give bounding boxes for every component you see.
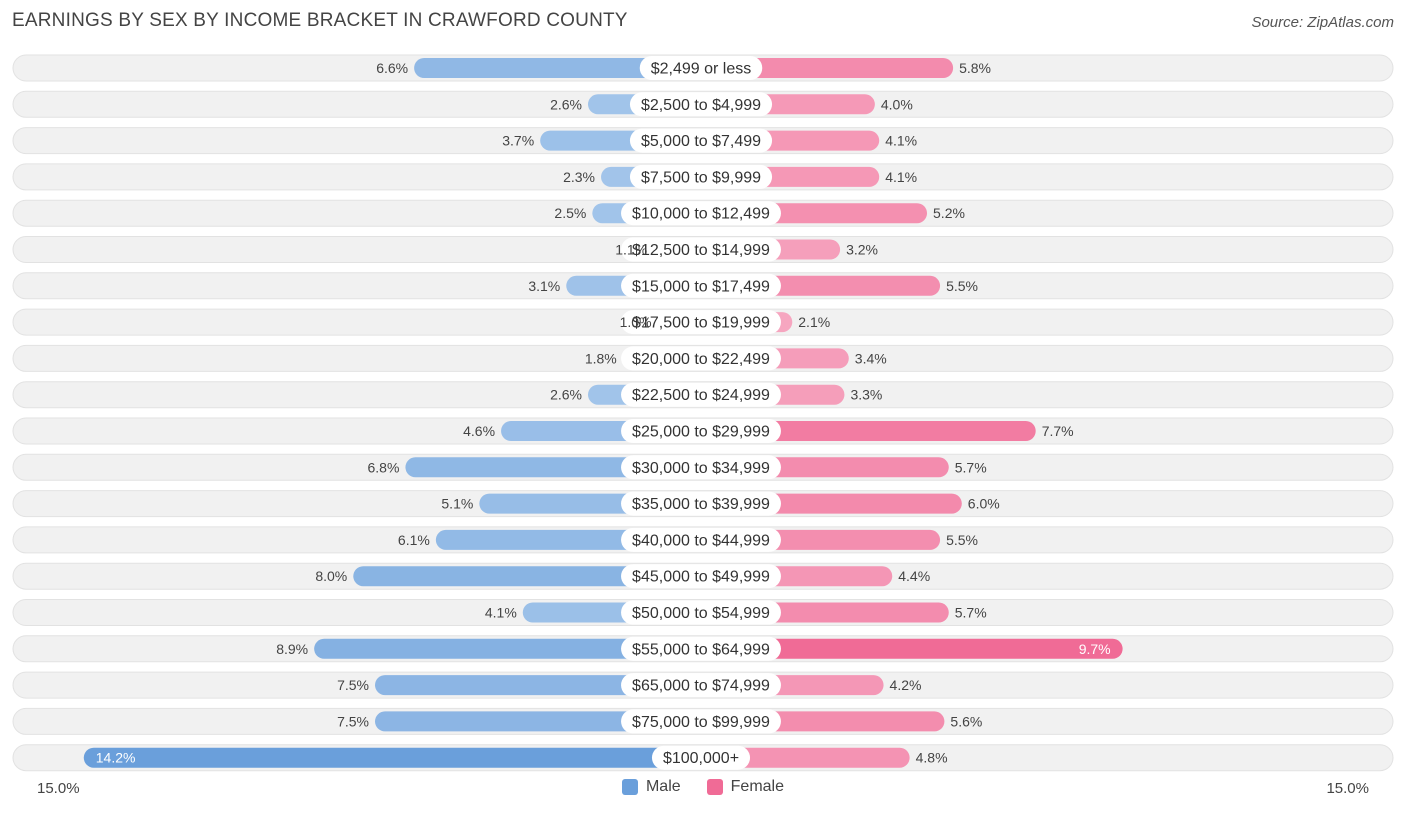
male-value-label: 4.6% [463,423,495,439]
male-value-label: 3.1% [528,278,560,294]
category-label-pill [621,636,781,661]
male-bar [353,566,711,587]
legend-item-male[interactable]: Male [621,778,681,796]
category-label-pill [629,164,773,189]
category-label: $65,000 to $74,999 [632,678,770,695]
category-label: $30,000 to $34,999 [632,460,770,477]
category-label: $20,000 to $22,499 [632,351,770,368]
male-value-label: 6.6% [376,60,408,76]
female-value-label: 4.2% [890,677,922,693]
female-value-label: 5.7% [955,459,987,475]
female-value-label: 5.8% [959,60,991,76]
male-value-label: 8.0% [315,568,347,584]
male-bar [314,638,711,659]
category-label: $75,000 to $99,999 [632,714,770,731]
female-value-label: 2.1% [798,314,830,330]
female-value-label: 4.4% [898,568,930,584]
category-label-pill [621,346,781,371]
male-value-label: 7.5% [337,677,369,693]
male-value-label: 2.3% [563,169,595,185]
source-credit: Source: ZipAtlas.com [1251,14,1394,31]
axis-left-label: 15.0% [37,780,80,797]
legend-label-male: Male [645,778,681,795]
category-label: $12,500 to $14,999 [632,242,770,259]
male-value-label: 2.6% [550,387,582,403]
female-value-label: 5.7% [955,605,987,621]
category-label-pill [651,745,751,770]
female-bar [691,638,1123,659]
category-label-pill [621,527,781,552]
category-label-pill [621,237,781,262]
category-label-pill [621,382,781,407]
female-value-label: 9.7% [1079,641,1111,657]
male-value-label: 6.1% [398,532,430,548]
legend-label-female: Female [730,778,785,795]
female-value-label: 4.8% [916,750,948,766]
male-value-label: 1.0% [620,314,652,330]
category-label: $55,000 to $64,999 [632,641,770,658]
category-label-pill [621,564,781,589]
male-value-label: 5.1% [441,496,473,512]
category-label-pill [621,600,781,625]
male-value-label: 1.1% [615,242,647,258]
female-value-label: 5.5% [946,532,978,548]
category-label-pill [621,673,781,698]
female-value-label: 5.2% [933,205,965,221]
category-label: $5,000 to $7,499 [641,133,761,150]
male-bar [83,747,712,768]
category-label: $17,500 to $19,999 [632,315,770,332]
legend-swatch-male [621,779,638,795]
category-label: $40,000 to $44,999 [632,532,770,549]
male-value-label: 14.2% [96,750,136,766]
category-label: $22,500 to $24,999 [632,387,770,404]
axis-right-label: 15.0% [1326,780,1369,797]
category-label: $15,000 to $17,499 [632,278,770,295]
category-label: $7,500 to $9,999 [641,169,761,186]
female-value-label: 6.0% [968,496,1000,512]
category-label-pill [621,310,781,335]
category-label-pill [621,709,781,734]
category-label-pill [621,201,781,226]
category-label-pill [621,455,781,480]
category-label-pill [629,128,773,153]
female-value-label: 5.5% [946,278,978,294]
category-label-pill [621,491,781,516]
legend: Male Female [0,778,1406,796]
category-label: $25,000 to $29,999 [632,424,770,441]
female-value-label: 3.4% [855,350,887,366]
male-value-label: 8.9% [276,641,308,657]
category-label: $35,000 to $39,999 [632,496,770,513]
category-label-pill [629,92,773,117]
female-value-label: 4.0% [881,96,913,112]
chart-title: EARNINGS BY SEX BY INCOME BRACKET IN CRA… [12,10,628,31]
male-bar [414,58,711,78]
category-label: $10,000 to $12,499 [632,206,770,223]
female-value-label: 7.7% [1042,423,1074,439]
female-value-label: 4.1% [885,169,917,185]
male-value-label: 7.5% [337,713,369,729]
male-value-label: 6.8% [368,459,400,475]
category-label-pill [621,273,781,298]
male-value-label: 4.1% [485,605,517,621]
category-label: $50,000 to $54,999 [632,605,770,622]
category-label: $2,500 to $4,999 [641,97,761,114]
female-value-label: 4.1% [885,133,917,149]
female-value-label: 3.2% [846,242,878,258]
female-value-label: 3.3% [850,387,882,403]
category-label-pill [621,419,781,443]
male-value-label: 3.7% [502,133,534,149]
legend-swatch-female [706,779,723,795]
category-label: $2,499 or less [651,61,752,78]
male-value-label: 2.6% [550,96,582,112]
legend-item-female[interactable]: Female [706,778,785,796]
category-label: $100,000+ [663,750,739,767]
male-value-label: 2.5% [554,205,586,221]
female-value-label: 5.6% [950,713,982,729]
male-value-label: 1.8% [585,350,617,366]
category-label-pill [639,56,763,80]
category-label: $45,000 to $49,999 [632,569,770,586]
